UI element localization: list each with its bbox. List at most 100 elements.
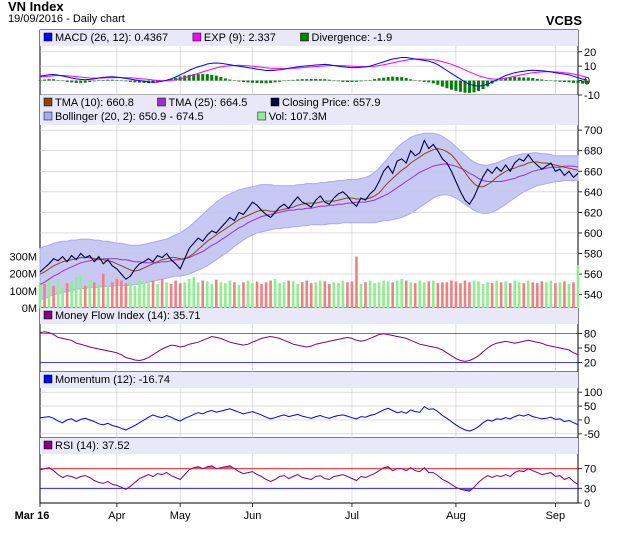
legend-label: TMA (10): 660.8 <box>55 97 134 109</box>
divergence-bar <box>391 76 395 81</box>
divergence-bar <box>110 79 114 81</box>
divergence-bar <box>65 80 69 82</box>
y-tick-label: 560 <box>584 269 602 281</box>
y-tick-label: 600 <box>584 228 602 240</box>
legend-label: Vol: 107.3M <box>269 111 327 123</box>
momentum-line <box>39 405 579 432</box>
y-tick-label: 680 <box>584 146 602 158</box>
volume-bar <box>251 283 254 308</box>
divergence-bar <box>250 80 254 83</box>
volume-bar <box>264 282 268 308</box>
x-tick-label: Jul <box>345 510 359 522</box>
volume-bar <box>409 282 413 308</box>
divergence-bar <box>287 80 291 81</box>
volume-bar <box>554 283 557 308</box>
volume-bar <box>468 282 471 308</box>
divergence-bar <box>481 80 485 90</box>
legend-label: MACD (26, 12): 0.4367 <box>55 32 168 44</box>
divergence-bar <box>571 80 575 83</box>
divergence-bar <box>214 75 218 81</box>
volume-tick-label: 100M <box>9 286 37 298</box>
volume-bar <box>282 282 286 308</box>
divergence-bar <box>101 80 105 81</box>
volume-bar <box>151 280 155 308</box>
divergence-bar <box>278 80 282 82</box>
volume-bar <box>436 283 440 308</box>
divergence-bar <box>413 80 417 81</box>
volume-bar <box>242 282 245 308</box>
divergence-bar <box>38 79 42 81</box>
volume-tick-label: 0M <box>22 303 37 315</box>
volume-bar <box>319 280 322 308</box>
legend-label: Money Flow Index (14): 35.71 <box>55 310 201 322</box>
legend-swatch <box>157 97 166 107</box>
divergence-bar <box>400 77 404 81</box>
divergence-bar <box>201 74 205 81</box>
volume-bar <box>545 282 548 308</box>
volume-bar <box>572 282 575 308</box>
y-tick-label: 80 <box>584 329 596 341</box>
volume-bar <box>441 282 444 308</box>
legend-label: EXP (9): 2.337 <box>204 32 276 44</box>
brand-label: VCBS <box>545 13 582 28</box>
volume-bar <box>61 287 64 308</box>
volume-bar <box>215 279 218 308</box>
volume-bar <box>540 281 544 308</box>
divergence-bar <box>513 76 517 81</box>
divergence-bar <box>43 79 47 81</box>
legend-swatch <box>300 32 309 42</box>
divergence-bar <box>56 80 60 81</box>
divergence-bar <box>210 74 214 81</box>
volume-bar <box>536 283 539 308</box>
volume-bar <box>165 282 168 308</box>
divergence-bar <box>70 80 74 83</box>
divergence-bar <box>377 78 381 81</box>
volume-bar <box>563 281 566 308</box>
x-tick-label: Apr <box>108 510 125 522</box>
divergence-bar <box>336 80 340 82</box>
divergence-bar <box>585 80 589 84</box>
divergence-bar <box>495 80 499 82</box>
divergence-bar <box>522 77 526 81</box>
volume-bar <box>124 283 128 308</box>
y-tick-label: 0 <box>584 415 590 427</box>
x-tick-label: Mar 16 <box>15 510 50 522</box>
divergence-bar <box>79 80 83 83</box>
volume-bar <box>576 265 580 308</box>
close-price-line <box>39 139 579 280</box>
divergence-bar <box>517 77 521 81</box>
volume-bar <box>43 284 46 308</box>
volume-bar <box>323 281 327 308</box>
divergence-bar <box>581 80 585 84</box>
divergence-bar <box>318 79 322 81</box>
divergence-bar <box>526 77 530 81</box>
oscillator-line <box>39 465 579 492</box>
volume-bar <box>74 277 78 308</box>
volume-bar <box>65 283 69 308</box>
volume-bar <box>558 282 562 308</box>
volume-bar <box>522 283 526 308</box>
divergence-bar <box>373 79 377 81</box>
divergence-bar <box>440 80 444 87</box>
y-tick-label: 50 <box>584 343 596 355</box>
chart-title: VN Index <box>8 0 64 14</box>
y-tick-label: 20 <box>584 47 596 59</box>
legend-band <box>40 95 578 125</box>
divergence-bar <box>540 79 544 81</box>
divergence-bar <box>246 80 250 83</box>
x-tick-label: Jun <box>244 510 262 522</box>
divergence-bar <box>264 80 268 84</box>
divergence-bar <box>115 80 119 81</box>
volume-bar <box>477 281 480 308</box>
divergence-bar <box>327 79 331 81</box>
volume-bar <box>567 284 571 308</box>
divergence-bar <box>228 79 232 81</box>
volume-bar <box>196 282 200 308</box>
volume-bar <box>413 283 417 308</box>
volume-bar <box>133 285 137 308</box>
y-tick-label: 660 <box>584 166 602 178</box>
divergence-bar <box>472 80 476 93</box>
signal-line <box>39 58 588 82</box>
divergence-bar <box>241 80 245 83</box>
divergence-bar <box>282 80 286 82</box>
